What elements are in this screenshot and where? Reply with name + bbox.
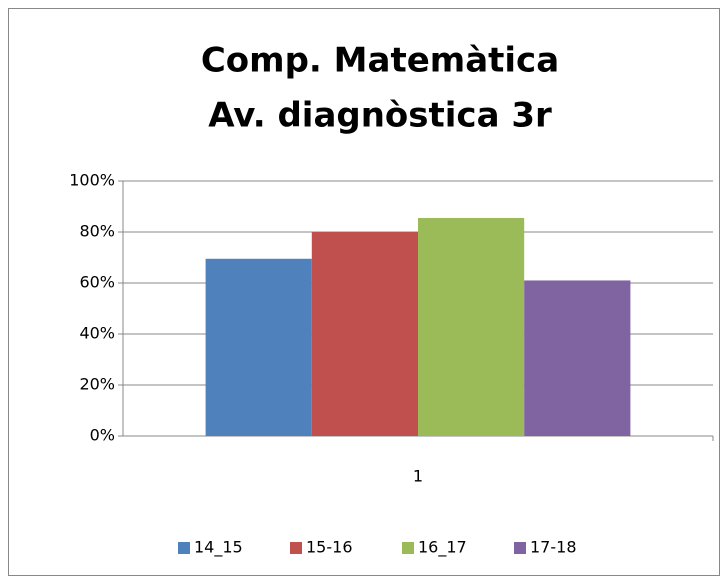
x-tick-label: 1 xyxy=(413,467,423,486)
legend-label: 17-18 xyxy=(530,538,577,557)
legend-swatch xyxy=(178,542,190,554)
legend-swatch xyxy=(290,542,302,554)
legend-swatch xyxy=(514,542,526,554)
chart-title: Av. diagnòstica 3r xyxy=(208,96,552,136)
y-tick-label: 60% xyxy=(79,273,115,292)
legend-swatch xyxy=(402,542,414,554)
chart-title: Comp. Matemàtica xyxy=(201,41,559,81)
bar xyxy=(418,217,525,436)
bar xyxy=(311,232,418,436)
y-tick-label: 80% xyxy=(79,222,115,241)
y-tick-label: 100% xyxy=(69,171,115,190)
legend-label: 16_17 xyxy=(418,538,467,558)
legend-label: 14_15 xyxy=(194,538,243,558)
bar xyxy=(205,258,312,436)
legend-label: 15-16 xyxy=(306,538,353,557)
y-tick-label: 20% xyxy=(79,375,115,394)
bar xyxy=(524,280,631,436)
y-tick-label: 40% xyxy=(79,324,115,343)
y-tick-label: 0% xyxy=(90,426,115,445)
